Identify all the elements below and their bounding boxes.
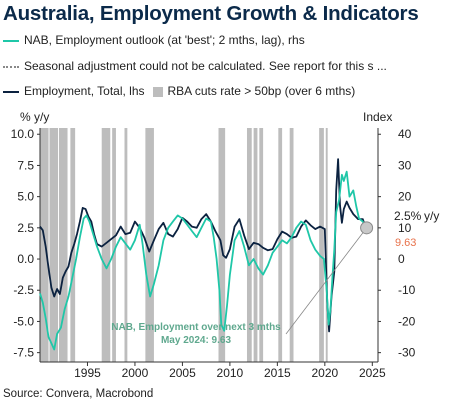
left-tick-label: -2.5 [13, 283, 34, 297]
left-tick-label: 5.0 [17, 190, 34, 204]
x-tick-label: 2000 [122, 366, 149, 380]
rba-cut-band [325, 128, 328, 362]
right-tick-label: 0 [398, 252, 405, 266]
highlight-marker [360, 221, 374, 235]
legend-label-rba: RBA cuts rate > 50bp (over 6 mths) [167, 84, 356, 98]
left-tick-label: 10.0 [11, 127, 35, 141]
rba-cut-band [112, 128, 116, 362]
right-tick-label: 10 [398, 221, 412, 235]
nab-value-label: 9.63 [395, 237, 416, 249]
legend-row-employment: Employment, Total, lhs RBA cuts rate > 50… [3, 84, 355, 98]
rba-cut-band [58, 128, 68, 362]
annotation-leader-line [285, 227, 367, 335]
x-tick-label: 2005 [169, 366, 196, 380]
highlight-value-label: 2.5% [394, 209, 422, 223]
rba-cut-band [101, 128, 111, 362]
right-tick-label: 30 [398, 158, 412, 172]
x-tick-label: 2015 [264, 366, 291, 380]
x-tick-label: 2010 [217, 366, 244, 380]
rba-cut-band [319, 128, 324, 362]
series-nab-line [39, 170, 367, 351]
right-tick-label: -30 [398, 346, 416, 360]
left-tick-label: 0.0 [17, 252, 34, 266]
left-axis-unit: % y/y [20, 110, 50, 124]
right-tick-label: -10 [398, 283, 416, 297]
left-tick-label: -7.5 [13, 346, 34, 360]
legend-label-employment: Employment, Total, lhs [24, 84, 145, 98]
annotation-line-1: NAB, Employment over next 3 mths [111, 322, 281, 333]
legend-row-nab: NAB, Employment outlook (at 'best'; 2 mt… [3, 33, 305, 47]
rba-cut-band [246, 128, 252, 362]
rba-cut-band [278, 128, 283, 362]
annotation-line-2: May 2024: 9.63 [161, 335, 231, 346]
legend-swatch-nab [3, 39, 19, 42]
legend-label-seasonal: Seasonal adjustment could not be calcula… [24, 59, 387, 73]
legend-row-seasonal: Seasonal adjustment could not be calcula… [3, 59, 387, 73]
legend-swatch-employment [3, 90, 19, 93]
legend-label-nab: NAB, Employment outlook (at 'best'; 2 mt… [24, 33, 305, 47]
x-tick-label: 1995 [74, 366, 101, 380]
left-tick-label: 7.5 [17, 158, 34, 172]
right-tick-label: 40 [398, 127, 412, 141]
legend-swatch-seasonal [3, 65, 19, 68]
rba-cut-band [70, 128, 76, 362]
rba-cut-band [145, 128, 154, 362]
rba-cut-band [49, 128, 59, 362]
right-tick-label: -20 [398, 314, 416, 328]
source-note: Source: Convera, Macrobond [3, 388, 154, 400]
rba-cut-band [40, 128, 49, 362]
x-tick-label: 2025 [359, 366, 386, 380]
left-tick-label: 2.5 [17, 221, 34, 235]
series-employment-line [39, 158, 367, 333]
left-tick-label: -5.0 [13, 314, 34, 328]
right-axis-unit: Index [363, 110, 393, 124]
x-tick-label: 2020 [311, 366, 338, 380]
right-tick-label: 20 [398, 190, 412, 204]
rba-cut-band [259, 128, 264, 362]
rba-cut-band [253, 128, 258, 362]
rba-cut-band [289, 128, 294, 362]
highlight-value-unit: y/y [424, 209, 439, 223]
chart-title: Australia, Employment Growth & Indicator… [3, 2, 419, 25]
legend-swatch-rba [152, 86, 163, 97]
